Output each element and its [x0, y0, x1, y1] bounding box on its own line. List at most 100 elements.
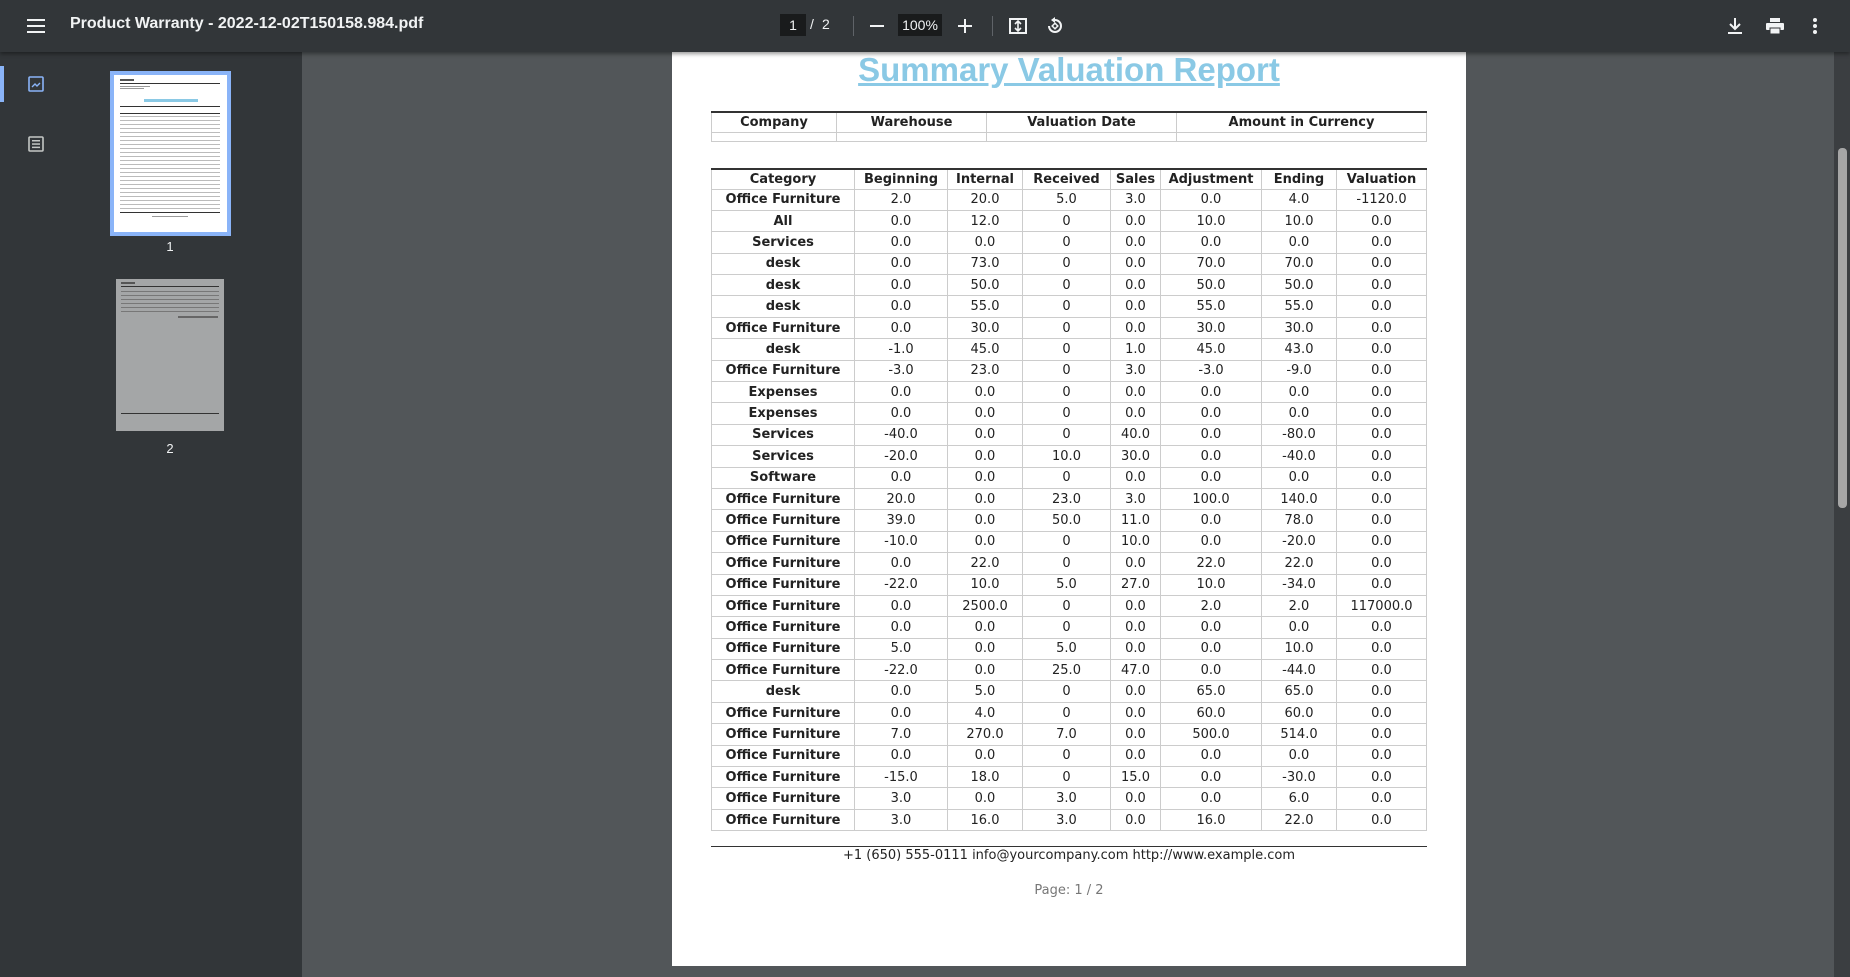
category-cell: Office Furniture	[711, 723, 855, 746]
page-number-input[interactable]: 1	[780, 14, 806, 36]
value-cell: 50.0	[1160, 274, 1262, 297]
value-cell: -3.0	[1160, 359, 1262, 383]
value-cell: 0.0	[1261, 466, 1337, 489]
value-cell: 10.0	[947, 573, 1023, 596]
table-row: Office Furniture 20.0 0.0 23.0 3.0 100.0 140.0…	[711, 487, 1427, 511]
value-cell: 5.0	[1022, 573, 1111, 596]
zoom-out-icon[interactable]	[857, 6, 897, 46]
table-row: Office Furniture 7.0 270.0 7.0 0.0 500.0 514.0…	[711, 723, 1427, 746]
table-row: Expenses 0.0 0.0 0 0.0 0.0 0.0 0.0	[711, 381, 1427, 404]
value-cell: 0.0	[1160, 381, 1262, 404]
value-cell: -40.0	[1261, 445, 1337, 468]
table-row: Office Furniture -22.0 10.0 5.0 27.0 10.0 -34.…	[711, 573, 1427, 596]
table-row: desk 0.0 55.0 0 0.0 55.0 55.0 0.0	[711, 295, 1427, 318]
page-thumbnail-2[interactable]	[116, 279, 224, 431]
value-cell: 0.0	[1336, 808, 1427, 832]
download-icon[interactable]	[1715, 6, 1755, 46]
value-cell: 0	[1022, 231, 1111, 254]
value-cell: 100.0	[1160, 487, 1262, 511]
category-cell: Services	[711, 231, 855, 254]
value-cell: 0.0	[1336, 252, 1427, 276]
value-cell: -20.0	[854, 445, 948, 468]
value-cell: 0.0	[1160, 530, 1262, 554]
table-row: Office Furniture -10.0 0.0 0 10.0 0.0 -20.0 0.0	[711, 530, 1427, 554]
value-cell: 3.0	[1110, 359, 1161, 383]
value-cell: 2.0	[1261, 594, 1337, 618]
value-cell: 0.0	[854, 231, 948, 254]
value-cell: 4.0	[947, 701, 1023, 725]
value-cell: 16.0	[1160, 808, 1262, 832]
category-cell: desk	[711, 338, 855, 361]
value-cell: 0.0	[854, 616, 948, 639]
value-cell: 0.0	[1336, 744, 1427, 768]
value-cell: 5.0	[947, 680, 1023, 703]
rotate-icon[interactable]	[1035, 6, 1075, 46]
valuation-table-header: Category Beginning Internal Received Sal…	[711, 168, 1427, 190]
value-cell: 60.0	[1160, 701, 1262, 725]
value-cell: 0.0	[1110, 295, 1161, 318]
category-cell: Office Furniture	[711, 616, 855, 639]
value-cell: 3.0	[854, 808, 948, 832]
value-cell: 0.0	[947, 231, 1023, 254]
value-cell: 0.0	[1160, 188, 1262, 211]
toolbar-divider	[992, 16, 993, 36]
vertical-scrollbar[interactable]	[1834, 52, 1850, 977]
value-cell: 12.0	[947, 209, 1023, 233]
table-row: desk -1.0 45.0 0 1.0 45.0 43.0 0.0	[711, 338, 1427, 361]
value-cell: 0.0	[1160, 659, 1262, 682]
value-cell: 23.0	[1022, 487, 1111, 511]
header-cell-empty	[1176, 131, 1427, 142]
table-row: Office Furniture 0.0 0.0 0 0.0 0.0 0.0 0.0	[711, 616, 1427, 639]
value-cell: 55.0	[1160, 295, 1262, 318]
value-cell: 18.0	[947, 766, 1023, 789]
category-cell: Office Furniture	[711, 659, 855, 682]
table-row: desk 0.0 50.0 0 0.0 50.0 50.0 0.0	[711, 274, 1427, 297]
value-cell: -15.0	[854, 766, 948, 789]
value-cell: 50.0	[947, 274, 1023, 297]
value-cell: 6.0	[1261, 787, 1337, 810]
header-col-amount-currency: Amount in Currency	[1176, 111, 1427, 133]
thumbnails-view-icon[interactable]	[22, 70, 50, 98]
more-options-icon[interactable]	[1795, 6, 1835, 46]
value-cell: 0.0	[947, 509, 1023, 532]
value-cell: 270.0	[947, 723, 1023, 746]
value-cell: 0.0	[1110, 381, 1161, 404]
fit-to-page-icon[interactable]	[998, 6, 1038, 46]
value-cell: 0.0	[1336, 338, 1427, 361]
value-cell: 0.0	[1110, 808, 1161, 832]
value-cell: 2.0	[854, 188, 948, 211]
value-cell: -1.0	[854, 338, 948, 361]
table-row: Office Furniture 0.0 22.0 0 0.0 22.0 22.0 0.0	[711, 552, 1427, 575]
menu-icon[interactable]	[16, 6, 56, 46]
value-cell: 3.0	[854, 787, 948, 810]
table-row: Office Furniture 3.0 0.0 3.0 0.0 0.0 6.0 0.0	[711, 787, 1427, 810]
value-cell: 0	[1022, 338, 1111, 361]
scrollbar-thumb[interactable]	[1838, 148, 1847, 508]
header-col-company: Company	[711, 111, 837, 133]
value-cell: 5.0	[1022, 188, 1111, 211]
value-cell: 0.0	[1336, 445, 1427, 468]
print-icon[interactable]	[1755, 6, 1795, 46]
value-cell: 0.0	[1336, 552, 1427, 575]
value-cell: 0.0	[1261, 616, 1337, 639]
thumbnail-sidebar: 1 2	[0, 52, 302, 977]
value-cell: 39.0	[854, 509, 948, 532]
value-cell: 117000.0	[1336, 594, 1427, 618]
zoom-level-input[interactable]: 100%	[898, 14, 942, 36]
value-cell: -22.0	[854, 659, 948, 682]
value-cell: -30.0	[1261, 766, 1337, 789]
value-cell: 0.0	[1261, 231, 1337, 254]
table-row: Office Furniture 0.0 30.0 0 0.0 30.0 30.0 0.0	[711, 316, 1427, 340]
value-cell: 0.0	[1336, 359, 1427, 383]
outline-view-icon[interactable]	[22, 130, 50, 158]
value-cell: 4.0	[1261, 188, 1337, 211]
category-cell: Expenses	[711, 381, 855, 404]
page-thumbnail-1[interactable]	[110, 71, 231, 236]
table-row: Office Furniture 3.0 16.0 3.0 0.0 16.0 22.0 0.0	[711, 808, 1427, 832]
category-cell: All	[711, 209, 855, 233]
zoom-in-icon[interactable]	[945, 6, 985, 46]
value-cell: 0.0	[947, 487, 1023, 511]
value-cell: 0.0	[1160, 423, 1262, 447]
page-total: 2	[822, 16, 830, 32]
table-row: Office Furniture 0.0 2500.0 0 0.0 2.0 2.0 11700…	[711, 594, 1427, 618]
